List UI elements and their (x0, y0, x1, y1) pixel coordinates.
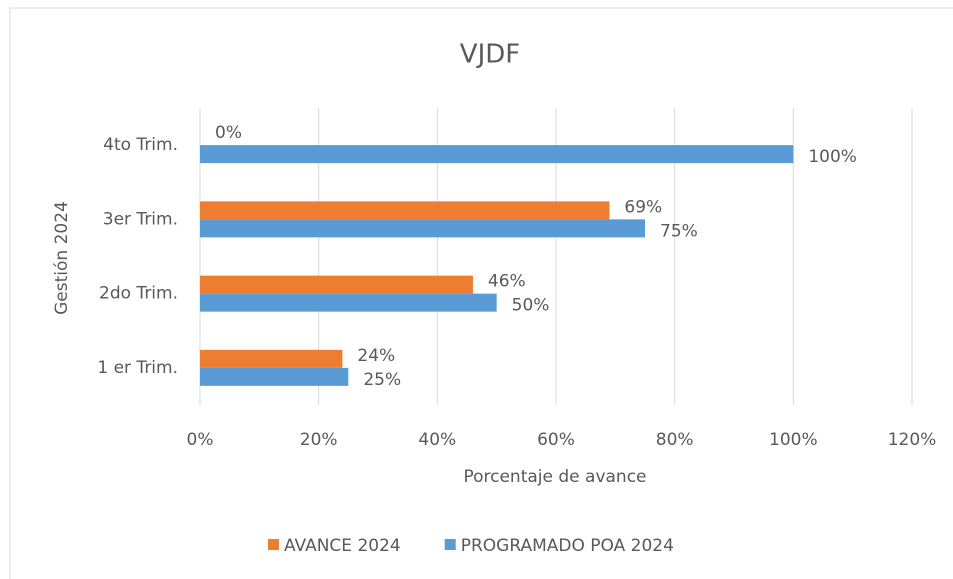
x-tick-label: 20% (300, 430, 338, 450)
x-tick-label: 120% (888, 430, 937, 450)
bar (200, 275, 473, 294)
x-tick-label: 80% (656, 430, 694, 450)
data-label: 25% (363, 370, 401, 390)
y-tick-label: 4to Trim. (103, 135, 178, 155)
legend-label: PROGRAMADO POA 2024 (461, 536, 674, 556)
x-tick-label: 0% (187, 430, 214, 450)
bar (200, 219, 645, 238)
y-tick-label: 3er Trim. (103, 209, 178, 229)
x-tick-label: 60% (537, 430, 575, 450)
x-tick-label: 100% (769, 430, 818, 450)
y-axis-title: Gestión 2024 (52, 201, 72, 315)
data-label: 69% (624, 197, 662, 217)
legend-swatch (444, 539, 456, 550)
data-label: 0% (215, 123, 242, 143)
y-tick-label: 1 er Trim. (97, 358, 178, 378)
bar (200, 367, 349, 386)
data-label: 75% (660, 221, 698, 241)
bar (200, 293, 497, 312)
y-tick-label: 2do Trim. (99, 284, 178, 304)
x-axis-title: Porcentaje de avance (463, 467, 646, 487)
legend-label: AVANCE 2024 (284, 536, 401, 556)
data-label: 46% (488, 272, 526, 292)
bar (200, 201, 610, 220)
data-label: 100% (808, 147, 857, 167)
bar (200, 349, 343, 368)
data-label: 24% (357, 346, 395, 366)
data-label: 50% (512, 296, 550, 316)
chart-title: VJDF (460, 40, 520, 70)
legend-swatch (268, 539, 279, 550)
x-tick-label: 40% (418, 430, 456, 450)
bar (200, 145, 794, 164)
chart-border (9, 7, 953, 579)
